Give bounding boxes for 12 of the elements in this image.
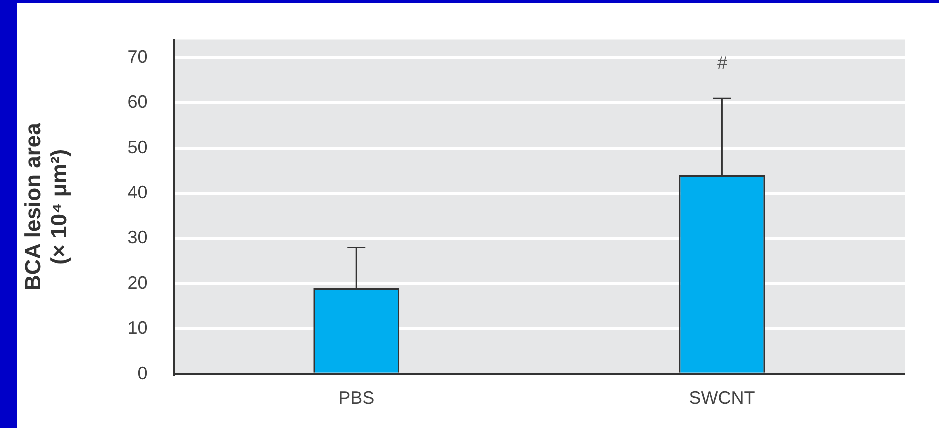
annotation: # <box>717 52 728 73</box>
y-tick-label: 30 <box>128 228 148 248</box>
y-tick-label: 20 <box>128 272 148 293</box>
y-tick-label: 0 <box>138 363 148 384</box>
y-axis-title: BCA lesion area (× 10⁴ μm²) <box>20 122 72 292</box>
x-tick-label: SWCNT <box>689 388 756 408</box>
y-tick-label: 60 <box>128 92 148 112</box>
y-tick-label: 50 <box>128 137 148 158</box>
y-tick-label: 40 <box>128 182 148 203</box>
y-tick-label: 10 <box>128 318 148 338</box>
x-tick-label: PBS <box>338 388 375 408</box>
y-tick-label: 70 <box>128 46 148 67</box>
